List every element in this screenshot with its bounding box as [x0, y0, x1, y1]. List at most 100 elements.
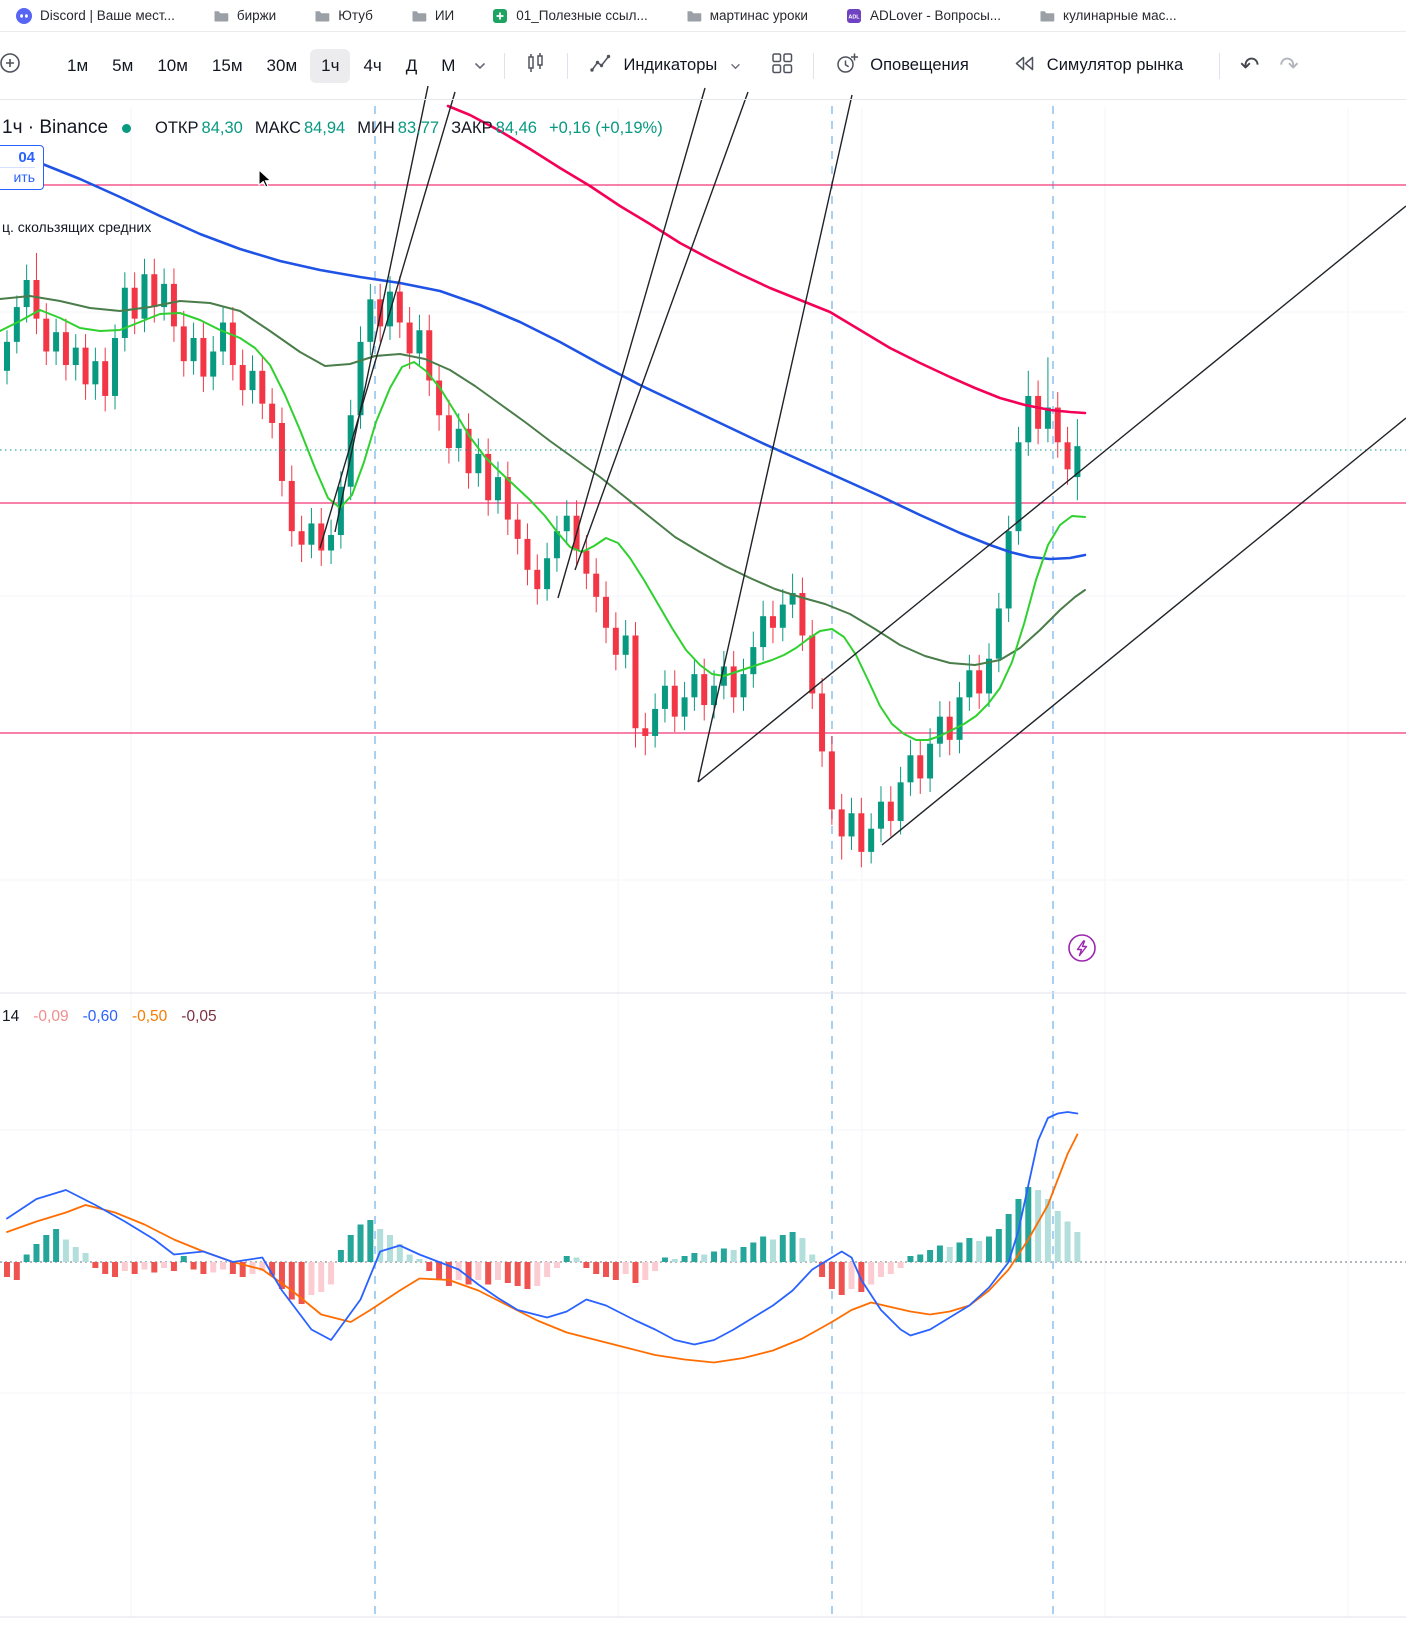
ma-ribbon-indicator-label: ц. скользящих средних	[2, 219, 152, 235]
macd-histogram	[4, 1187, 1081, 1304]
undo-icon: ↶	[1240, 52, 1260, 79]
macd-param: 14	[2, 1008, 20, 1025]
layout-grid-button[interactable]	[761, 42, 803, 89]
low-label: МИН	[357, 118, 395, 137]
adl-icon: ADL	[846, 8, 862, 24]
buy-button-fragment[interactable]: 04 ить	[0, 145, 44, 190]
timeframe-button-30м[interactable]: 30м	[256, 49, 309, 83]
bookmark-label: мартинас уроки	[709, 8, 808, 23]
candles	[4, 252, 1081, 868]
folder-icon	[1039, 8, 1055, 24]
toolbar-separator	[567, 52, 569, 79]
close-value: 84,46	[495, 118, 537, 137]
alerts-button[interactable]: Оповещения	[824, 42, 979, 90]
change-value: +0,16 (+0,19%)	[548, 118, 663, 137]
alerts-label: Оповещения	[870, 56, 969, 74]
rewind-icon	[1011, 50, 1038, 82]
horizontal-level-lines[interactable]	[0, 184, 1406, 734]
ma-mid-green	[0, 295, 1086, 666]
market-simulator-button[interactable]: Симулятор рынка	[1001, 42, 1193, 90]
folder-icon	[213, 8, 229, 24]
lightning-circle	[1068, 934, 1096, 962]
timeframe-group: 1м 5м 10м 15м 30м 1ч 4ч Д М	[56, 48, 466, 83]
bookmark-item[interactable]: мартинас уроки	[686, 8, 808, 24]
high-value: 84,94	[303, 118, 346, 137]
pane-dividers	[0, 992, 1406, 1618]
discord-icon	[16, 7, 32, 24]
timeframe-button-15м[interactable]: 15м	[201, 49, 254, 83]
bookmark-label: ИИ	[434, 8, 455, 23]
macd-line	[6, 1111, 1079, 1346]
plus-circle-icon	[0, 51, 22, 80]
macd-value-1: -0,60	[82, 1008, 118, 1025]
bookmark-item[interactable]: Discord | Ваше мест...	[16, 7, 175, 24]
macd-indicator-legend: 14 -0,09 -0,60 -0,50 -0,05	[2, 1008, 217, 1026]
layout-grid-icon	[769, 50, 795, 81]
indicators-button[interactable]: Индикаторы	[578, 42, 751, 89]
alert-clock-plus-icon	[834, 50, 861, 82]
bookmark-label: 01_Полезные ссыл...	[516, 8, 648, 23]
trend-lines[interactable]	[319, 85, 1406, 846]
toolbar-separator	[1219, 52, 1221, 79]
toolbar-separator	[813, 52, 815, 79]
lightning-bolt-icon	[1076, 940, 1088, 957]
ma-slow-blue	[0, 151, 1087, 561]
undo-button[interactable]: ↶	[1230, 49, 1269, 83]
timeframe-button-1ч[interactable]: 1ч	[310, 48, 351, 83]
timeframe-button-10м[interactable]: 10м	[146, 49, 199, 83]
indicators-icon	[588, 50, 614, 81]
toolbar-separator	[504, 52, 506, 79]
bookmark-item[interactable]: биржи	[213, 8, 276, 24]
timeframe-button-М[interactable]: М	[430, 49, 466, 83]
bookmark-label: биржи	[236, 8, 277, 23]
candlestick-icon	[523, 50, 549, 81]
close-label: ЗАКР	[451, 118, 493, 137]
moving-averages	[0, 104, 1087, 741]
bookmark-item[interactable]: Ютуб	[314, 8, 373, 24]
simulator-label: Симулятор рынка	[1046, 56, 1184, 74]
bookmark-label: ADLover - Вопросы...	[869, 8, 1002, 23]
open-label: ОТКР	[155, 118, 199, 137]
buy-price-fragment: 04	[18, 149, 35, 166]
timeframe-button-1м[interactable]: 1м	[56, 49, 99, 83]
redo-button[interactable]: ↷	[1269, 49, 1308, 83]
folder-icon	[686, 8, 702, 24]
buy-label-fragment: ить	[0, 167, 35, 187]
bookmark-item[interactable]: ИИ	[411, 8, 454, 24]
bookmark-item[interactable]: кулинарные мас...	[1039, 8, 1177, 24]
bookmark-item[interactable]: 01_Полезные ссыл...	[492, 8, 648, 24]
macd-value-0: -0,09	[33, 1008, 69, 1025]
low-value: 83,77	[397, 118, 440, 137]
session-divider-lines	[374, 106, 1054, 1617]
chevron-down-icon	[730, 56, 741, 75]
svg-text:ADL: ADL	[848, 14, 860, 20]
high-label: МАКС	[254, 118, 301, 137]
chart-toolbar: 1м 5м 10м 15м 30м 1ч 4ч Д М Индикаторы	[0, 32, 1406, 100]
macd-value-2: -0,50	[131, 1008, 168, 1025]
timeframe-button-5м[interactable]: 5м	[101, 49, 144, 83]
bookmark-item[interactable]: ADL ADLover - Вопросы...	[846, 8, 1001, 24]
bookmark-label: кулинарные мас...	[1063, 8, 1177, 23]
timeframe-menu-button[interactable]	[466, 48, 494, 83]
timeframe-button-Д[interactable]: Д	[395, 49, 429, 83]
macd-value-3: -0,05	[181, 1008, 217, 1025]
folder-icon	[411, 8, 427, 24]
add-symbol-button[interactable]	[0, 43, 30, 88]
grid-lines	[0, 108, 1406, 1617]
open-value: 84,30	[201, 118, 243, 137]
ma-fast-green	[0, 309, 1086, 741]
bookmark-label: Discord | Ваше мест...	[40, 8, 175, 23]
sheets-icon	[492, 8, 508, 24]
bookmarks-bar: Discord | Ваше мест... биржи Ютуб ИИ 01_Поле…	[0, 0, 1406, 32]
timeframe-button-4ч[interactable]: 4ч	[352, 49, 392, 83]
chevron-down-icon	[474, 56, 486, 75]
redo-icon: ↷	[1279, 52, 1299, 79]
ma-slowest-pink	[446, 104, 1087, 415]
instant-trading-button[interactable]	[1066, 932, 1098, 969]
chart-type-button[interactable]	[515, 42, 557, 89]
indicators-label: Индикаторы	[623, 56, 718, 74]
chart-legend: 1ч · Binance ОТКР 84,30 МАКС 84,94 МИН 83,7…	[2, 117, 663, 139]
status-dot	[122, 123, 132, 133]
